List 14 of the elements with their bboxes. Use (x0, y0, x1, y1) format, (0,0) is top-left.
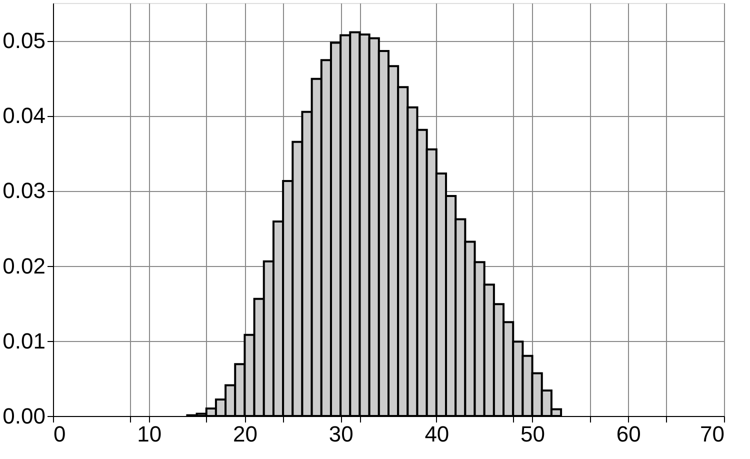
x-tick-label: 40 (424, 422, 450, 446)
y-tick-label: 0.02 (2, 253, 46, 278)
x-tick-label: 10 (137, 422, 162, 446)
y-tick-label: 0.01 (2, 328, 46, 354)
y-tick-label: 0.05 (2, 28, 46, 54)
y-tick-label: 0.03 (2, 178, 46, 204)
y-tick-label: 0.04 (2, 103, 46, 128)
x-tick-label: 50 (520, 422, 546, 446)
x-tick-label: 70 (700, 422, 724, 446)
x-tick-label: 30 (328, 422, 354, 446)
x-tick-label: 0 (54, 422, 66, 446)
x-tick-label: 60 (616, 422, 641, 446)
x-tick-label: 20 (232, 422, 258, 446)
y-tick-label: 0.00 (2, 404, 46, 428)
